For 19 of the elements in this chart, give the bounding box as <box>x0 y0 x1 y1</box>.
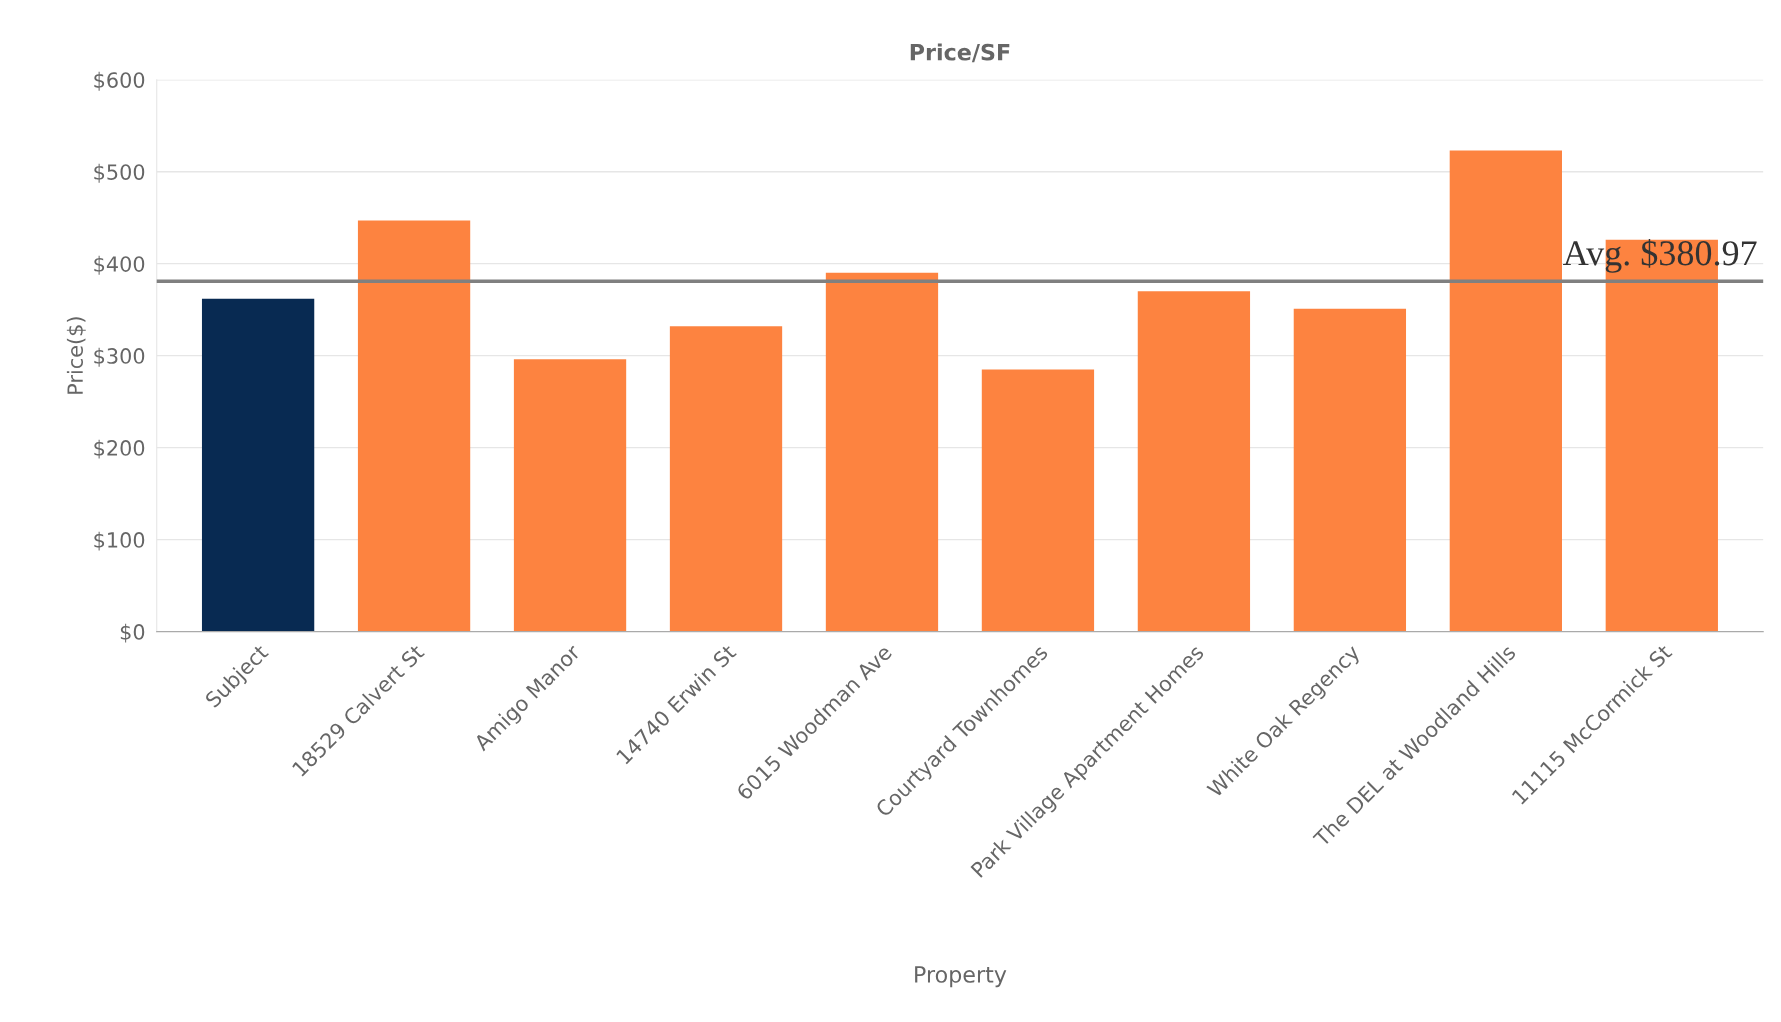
y-tick-label: $600 <box>94 71 145 91</box>
y-tick-label: $500 <box>94 163 145 183</box>
bar <box>825 272 939 632</box>
x-axis-title: Property <box>915 966 1007 988</box>
bar <box>513 359 627 632</box>
chart-title: Price/SF <box>910 43 1010 63</box>
bar <box>1449 150 1562 632</box>
bar <box>357 220 471 632</box>
bar <box>1137 291 1251 632</box>
bar <box>1293 308 1407 632</box>
y-tick-label: $0 <box>120 623 145 643</box>
bar <box>981 369 1095 632</box>
y-axis-title: Price($) <box>66 317 86 394</box>
y-tick-label: $300 <box>94 347 145 367</box>
y-tick-label: $100 <box>94 531 145 551</box>
y-tick-label: $400 <box>94 255 145 275</box>
bar <box>201 298 315 632</box>
bar <box>669 326 783 632</box>
y-tick-label: $200 <box>94 439 145 459</box>
